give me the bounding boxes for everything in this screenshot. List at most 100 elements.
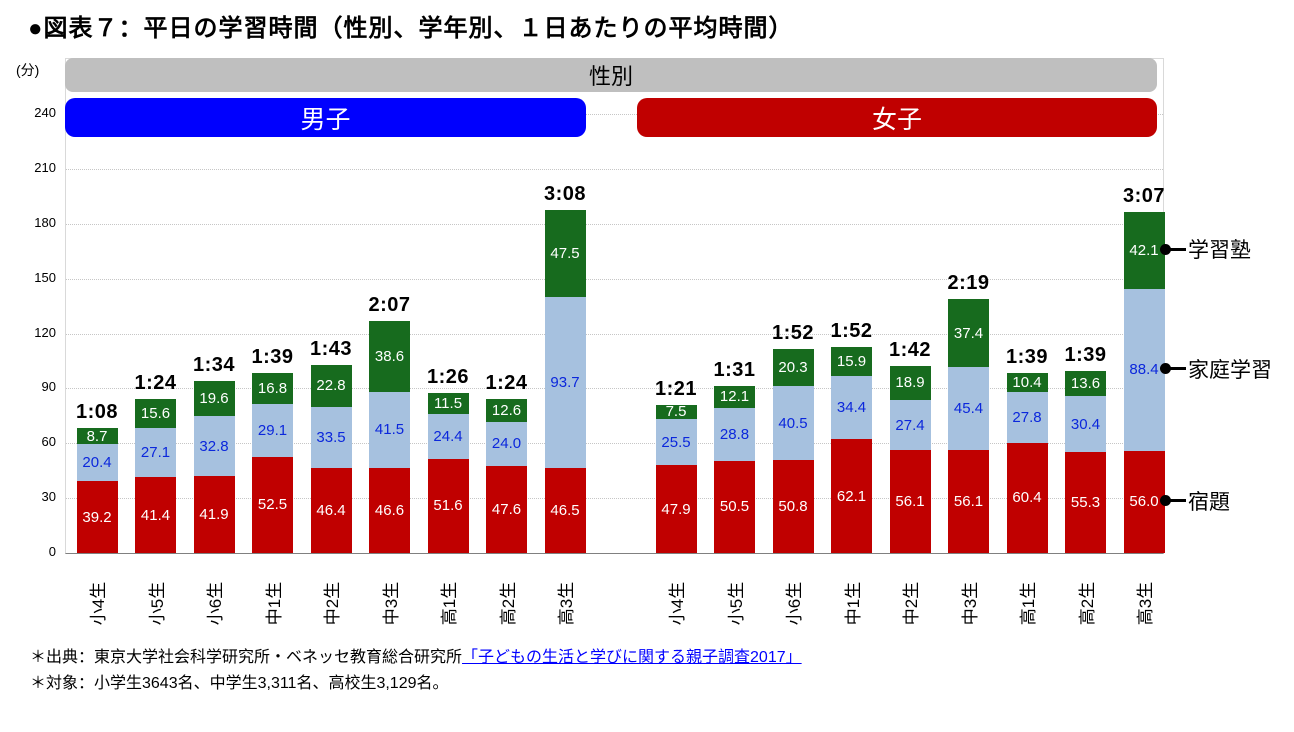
bar-segment-girls-homework: 50.8 xyxy=(772,460,814,553)
bar-segment-girls-cram-school: 18.9 xyxy=(889,365,931,401)
y-axis-tick-label: 30 xyxy=(41,489,56,505)
segment-value-label: 51.6 xyxy=(433,497,463,515)
callout-dot-icon xyxy=(1160,243,1171,255)
bar-segment-boys-home-study: 93.7 xyxy=(544,296,586,468)
bar-segment-boys-cram-school: 8.7 xyxy=(76,427,118,445)
bar-segment-boys-cram-school: 47.5 xyxy=(544,209,586,297)
x-axis-label: 高3生 xyxy=(530,559,600,647)
y-axis-tick-label: 240 xyxy=(34,105,56,120)
y-axis-tick-label: 210 xyxy=(34,159,56,175)
x-axis-label-text: 高2生 xyxy=(499,581,518,625)
x-axis-label-text: 小4生 xyxy=(668,581,688,625)
segment-value-label: 46.5 xyxy=(550,501,580,519)
segment-value-label: 10.4 xyxy=(1012,373,1042,391)
segment-value-label: 12.6 xyxy=(491,401,522,419)
gridline-210 xyxy=(66,168,1163,170)
x-axis-label-text: 小5生 xyxy=(727,581,746,625)
bar-segment-girls-cram-school: 12.1 xyxy=(714,385,755,408)
segment-value-label: 56.1 xyxy=(895,493,925,511)
x-axis-label-text: 小6生 xyxy=(785,581,805,625)
callout-line xyxy=(1169,247,1186,251)
bar-segment-boys-cram-school: 15.6 xyxy=(135,399,176,428)
bar-segment-boys-cram-school: 11.5 xyxy=(427,392,469,414)
bar-segment-girls-home-study: 27.4 xyxy=(889,400,931,451)
segment-value-label: 39.2 xyxy=(82,508,112,526)
y-axis-tick-label: 120 xyxy=(34,324,56,340)
bar-segment-boys-home-study: 24.4 xyxy=(427,413,469,459)
bar-segment-girls-homework: 56.0 xyxy=(1123,450,1165,553)
gender-header-band: 性別 xyxy=(65,58,1157,92)
bar-segment-girls-home-study: 25.5 xyxy=(655,418,697,466)
bar-segment-boys-home-study: 29.1 xyxy=(252,403,293,457)
segment-value-label: 47.5 xyxy=(550,244,580,262)
bar-segment-girls-home-study: 40.5 xyxy=(772,385,814,461)
bar-segment-girls-homework: 60.4 xyxy=(1006,442,1048,553)
segment-value-label: 34.4 xyxy=(836,399,867,417)
bar-total-label: 2:19 xyxy=(947,271,990,294)
legend-callout: 宿題 xyxy=(1160,487,1230,515)
source-link[interactable]: 「子どもの生活と学びに関する親子調査2017」 xyxy=(462,649,802,666)
segment-value-label: 27.8 xyxy=(1012,408,1042,426)
segment-value-label: 46.4 xyxy=(316,502,346,520)
segment-value-label: 60.4 xyxy=(1012,489,1042,507)
segment-value-label: 46.6 xyxy=(374,501,405,519)
segment-value-label: 20.3 xyxy=(778,358,808,376)
segment-value-label: 8.7 xyxy=(86,427,108,445)
segment-value-label: 27.4 xyxy=(895,416,925,434)
bar-segment-girls-home-study: 88.4 xyxy=(1123,288,1165,451)
plot-area: 39.2 20.4 8.7 1:08 小4生 41.4 27.1 15.6 1:24 小5生 41.… xyxy=(65,58,1165,625)
bar-segment-boys-homework: 46.4 xyxy=(310,468,352,553)
bar-segment-boys-homework: 39.2 xyxy=(76,481,118,553)
x-axis-label-text: 中1生 xyxy=(265,581,284,625)
bar-segment-girls-home-study: 34.4 xyxy=(831,376,872,440)
bar-total-label: 1:26 xyxy=(426,365,470,388)
legend-label: 家庭学習 xyxy=(1188,358,1272,382)
segment-value-label: 41.4 xyxy=(140,506,171,524)
bar-segment-girls-cram-school: 10.4 xyxy=(1006,372,1048,392)
y-axis-tick-label: 0 xyxy=(48,544,56,559)
bar-segment-boys-homework: 46.6 xyxy=(369,467,410,553)
x-axis-label-text: 高3生 xyxy=(557,581,577,625)
bar-segment-girls-homework: 47.9 xyxy=(655,465,697,553)
bar-segment-girls-cram-school: 15.9 xyxy=(831,347,872,377)
page-title: ●図表７：平日の学習時間（性別、学年別、１日あたりの平均時間） xyxy=(28,15,794,42)
bar-total-label: 3:08 xyxy=(543,182,587,205)
x-axis-label-text: 高3生 xyxy=(1136,581,1156,625)
segment-value-label: 12.1 xyxy=(719,388,750,406)
source-note: ＊出典：東京大学社会科学研究所・ベネッセ教育総合研究所「子どもの生活と学びに関す… xyxy=(30,645,802,671)
bar-total-label: 1:08 xyxy=(75,401,119,424)
segment-value-label: 41.5 xyxy=(374,421,405,439)
segment-value-label: 27.1 xyxy=(140,443,171,461)
segment-value-label: 24.0 xyxy=(491,435,522,453)
bar-segment-girls-cram-school: 42.1 xyxy=(1123,211,1165,289)
legend-callout: 家庭学習 xyxy=(1160,355,1272,383)
segment-value-label: 56.0 xyxy=(1129,493,1159,511)
bar-segment-girls-home-study: 27.8 xyxy=(1006,391,1048,443)
segment-value-label: 93.7 xyxy=(550,373,580,391)
callout-line xyxy=(1169,367,1186,371)
bar-segment-girls-homework: 50.5 xyxy=(714,460,755,553)
x-axis-label-text: 中2生 xyxy=(323,581,343,625)
x-axis-label-text: 中3生 xyxy=(382,581,401,625)
segment-value-label: 19.6 xyxy=(199,389,229,407)
bar-segment-boys-home-study: 41.5 xyxy=(369,391,410,468)
bar-segment-boys-homework: 41.9 xyxy=(193,476,235,553)
bar-segment-boys-cram-school: 16.8 xyxy=(252,373,293,404)
bar-total-label: 1:24 xyxy=(485,371,528,394)
segment-value-label: 55.3 xyxy=(1070,493,1101,511)
x-axis-label-text: 高2生 xyxy=(1078,581,1097,625)
segment-value-label: 7.5 xyxy=(665,403,687,421)
callout-dot-icon xyxy=(1160,495,1171,507)
segment-value-label: 50.5 xyxy=(719,498,750,516)
bar-total-label: 1:39 xyxy=(1005,345,1049,368)
gridline-150 xyxy=(66,278,1163,280)
gridline-120 xyxy=(66,333,1163,335)
bar-total-label: 1:43 xyxy=(309,338,353,361)
segment-value-label: 16.8 xyxy=(257,379,288,397)
callout-dot-icon xyxy=(1160,363,1171,375)
segment-value-label: 41.9 xyxy=(199,506,229,524)
legend-label: 学習塾 xyxy=(1188,239,1251,263)
segment-value-label: 40.5 xyxy=(778,414,808,432)
bar-total-label: 1:31 xyxy=(713,358,756,381)
